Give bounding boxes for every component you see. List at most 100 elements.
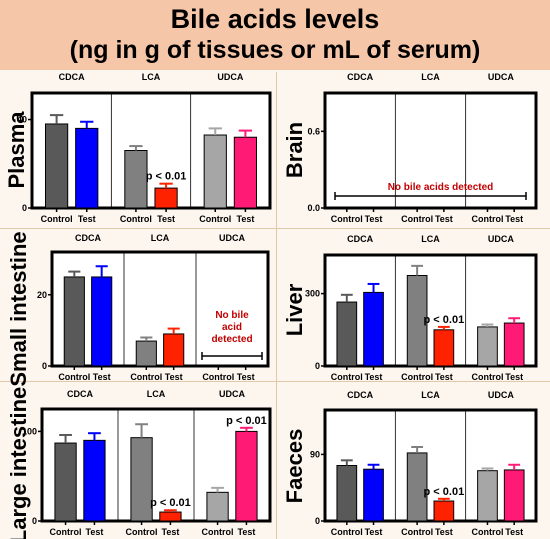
x-tick-label: Test xyxy=(236,214,254,224)
x-tick-label: Control xyxy=(401,527,433,537)
plot-frame xyxy=(40,407,272,523)
x-tick-label: Control xyxy=(41,214,73,224)
group-label-cdca: CDCA xyxy=(59,72,85,82)
x-tick-label: Control xyxy=(331,214,363,224)
plot-frame xyxy=(323,408,538,523)
x-tick-label: Control xyxy=(199,214,231,224)
plot-frame xyxy=(30,91,272,210)
plot-frame xyxy=(323,91,538,210)
y-tick-label: 0 xyxy=(315,361,320,371)
x-tick-label: Test xyxy=(365,214,383,224)
y-tick-label: 0.6 xyxy=(307,126,320,136)
no-detection-note-line: acid xyxy=(222,322,242,333)
bar-cdca-control xyxy=(336,465,358,522)
x-tick-label: Test xyxy=(238,527,256,537)
p-value-label: p < 0.01 xyxy=(146,171,187,183)
y-tick-label: 0 xyxy=(22,203,27,213)
y-tick-label: 300 xyxy=(305,289,320,299)
x-tick-label: Control xyxy=(202,372,234,382)
bar-udca-control xyxy=(477,470,498,522)
group-label-udca: UDCA xyxy=(219,233,245,243)
group-label-lca: LCA xyxy=(421,234,440,244)
y-axis-label: Plasma xyxy=(4,111,29,189)
plot-frame xyxy=(323,253,538,368)
x-tick-label: Test xyxy=(435,527,453,537)
x-tick-label: Test xyxy=(435,372,453,382)
grid-divider-row-1 xyxy=(0,228,550,229)
group-label-udca: UDCA xyxy=(217,72,243,82)
y-tick-label: 100 xyxy=(22,426,37,436)
group-label-lca: LCA xyxy=(421,390,440,400)
y-tick-label: 0 xyxy=(315,516,320,526)
group-label-udca: UDCA xyxy=(219,389,245,399)
y-axis-label: Liver xyxy=(282,283,307,336)
x-tick-label: Control xyxy=(331,527,363,537)
group-label-lca: LCA xyxy=(147,389,166,399)
x-tick-label: Test xyxy=(505,527,523,537)
x-tick-label: Control xyxy=(331,372,363,382)
x-tick-label: Control xyxy=(130,372,162,382)
group-label-udca: UDCA xyxy=(488,234,514,244)
header-banner xyxy=(0,0,550,70)
plot-frame xyxy=(50,250,270,368)
x-tick-label: Test xyxy=(157,214,175,224)
x-tick-label: Control xyxy=(471,372,503,382)
y-tick-label: 0 xyxy=(42,361,47,371)
no-detection-note: No bile acids detected xyxy=(388,182,494,193)
x-tick-label: Test xyxy=(86,527,104,537)
grid-divider-vertical xyxy=(276,72,277,539)
no-detection-note-line: detected xyxy=(211,334,252,345)
y-tick-label: 40 xyxy=(17,115,27,125)
x-tick-label: Test xyxy=(165,372,183,382)
x-tick-label: Test xyxy=(78,214,96,224)
group-label-lca: LCA xyxy=(421,72,440,82)
bar-lca-test xyxy=(433,500,455,522)
x-tick-label: Control xyxy=(471,527,503,537)
y-axis-label: Brain xyxy=(282,122,307,178)
group-label-cdca: CDCA xyxy=(75,233,101,243)
x-tick-label: Test xyxy=(435,214,453,224)
title-line-1: Bile acids levels xyxy=(170,4,380,34)
group-label-udca: UDCA xyxy=(488,72,514,82)
x-tick-label: Test xyxy=(162,527,180,537)
x-tick-label: Control xyxy=(120,214,152,224)
x-tick-label: Control xyxy=(50,527,82,537)
x-tick-label: Control xyxy=(471,214,503,224)
x-tick-label: Control xyxy=(401,214,433,224)
group-label-cdca: CDCA xyxy=(347,390,373,400)
y-tick-label: 0.0 xyxy=(307,203,320,213)
no-detection-note-line: No bile xyxy=(215,310,249,321)
bar-udca-test xyxy=(503,469,525,522)
x-tick-label: Test xyxy=(505,372,523,382)
p-value-label: p < 0.01 xyxy=(424,486,465,498)
group-label-lca: LCA xyxy=(151,233,170,243)
y-axis-label: Faeces xyxy=(282,429,307,504)
title-line-2: (ng in g of tissues or mL of serum) xyxy=(69,36,481,64)
x-tick-label: Test xyxy=(237,372,255,382)
group-label-cdca: CDCA xyxy=(347,234,373,244)
x-tick-label: Control xyxy=(58,372,90,382)
x-tick-label: Control xyxy=(401,372,433,382)
y-axis-label: Large intestine xyxy=(6,387,31,539)
y-tick-label: 0 xyxy=(32,516,37,526)
p-value-label: p < 0.01 xyxy=(226,415,267,427)
group-label-udca: UDCA xyxy=(488,390,514,400)
x-tick-label: Test xyxy=(365,527,383,537)
x-tick-label: Test xyxy=(93,372,111,382)
x-tick-label: Control xyxy=(126,527,158,537)
p-value-label: p < 0.01 xyxy=(424,314,465,326)
p-value-label: p < 0.01 xyxy=(150,497,191,509)
group-label-lca: LCA xyxy=(142,72,161,82)
bar-cdca-test xyxy=(363,468,384,522)
y-tick-label: 20 xyxy=(37,290,47,300)
y-tick-label: 90 xyxy=(310,449,320,459)
group-label-cdca: CDCA xyxy=(347,72,373,82)
grid-divider-row-2 xyxy=(0,381,550,382)
x-tick-label: Test xyxy=(505,214,523,224)
